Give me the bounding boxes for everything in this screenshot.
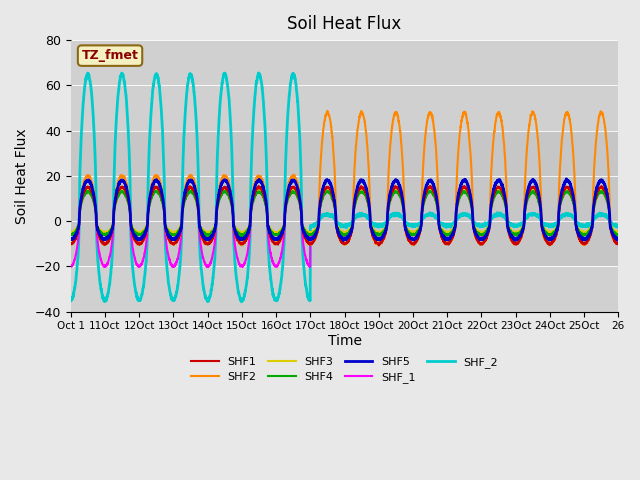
SHF_1 xyxy=(204,264,211,270)
Legend: SHF1, SHF2, SHF3, SHF4, SHF5, SHF_1, SHF_2: SHF1, SHF2, SHF3, SHF4, SHF5, SHF_1, SHF… xyxy=(186,352,502,387)
SHF1 xyxy=(415,233,422,239)
SHF3 xyxy=(609,226,616,231)
SHF3 xyxy=(499,190,506,196)
SHF1 xyxy=(375,242,383,248)
SHF2 xyxy=(614,240,622,246)
SHF3 xyxy=(415,225,423,231)
Bar xyxy=(70,131,618,266)
SHF2 xyxy=(238,243,246,249)
SHF2 xyxy=(499,122,506,128)
SHF4 xyxy=(499,192,506,198)
SHF2 xyxy=(179,202,187,207)
SHF_2 xyxy=(531,211,539,217)
Line: SHF_1: SHF_1 xyxy=(70,180,618,267)
SHF3 xyxy=(67,230,74,236)
SHF_2 xyxy=(179,164,187,169)
SHF4 xyxy=(460,188,468,194)
SHF1 xyxy=(67,241,74,247)
SHF5 xyxy=(609,231,616,237)
SHF3 xyxy=(179,205,187,211)
SHF_1 xyxy=(179,202,187,208)
SHF_1 xyxy=(499,182,506,188)
SHF4 xyxy=(609,227,616,232)
SHF_2 xyxy=(609,222,616,228)
SHF_1 xyxy=(614,231,622,237)
SHF_2 xyxy=(255,70,262,76)
SHF1 xyxy=(614,241,622,247)
SHF1 xyxy=(609,233,616,239)
SHF_2 xyxy=(237,299,245,305)
SHF4 xyxy=(67,232,74,238)
SHF4 xyxy=(179,207,187,213)
SHF5 xyxy=(415,230,422,236)
SHF3 xyxy=(531,188,539,194)
SHF2 xyxy=(463,118,471,124)
SHF_1 xyxy=(83,177,91,182)
SHF_1 xyxy=(609,227,616,232)
Title: Soil Heat Flux: Soil Heat Flux xyxy=(287,15,402,33)
SHF_1 xyxy=(531,180,539,185)
SHF3 xyxy=(614,229,622,235)
Line: SHF_2: SHF_2 xyxy=(70,73,618,302)
SHF5 xyxy=(463,180,471,186)
SHF1 xyxy=(463,187,471,192)
SHF5 xyxy=(339,237,347,243)
SHF5 xyxy=(67,236,74,242)
SHF2 xyxy=(531,115,539,120)
SHF3 xyxy=(68,231,76,237)
SHF4 xyxy=(237,233,245,239)
SHF4 xyxy=(463,191,471,197)
SHF3 xyxy=(463,189,471,194)
SHF_2 xyxy=(614,224,622,230)
SHF4 xyxy=(614,232,622,238)
SHF1 xyxy=(179,206,187,212)
SHF_2 xyxy=(463,211,471,217)
SHF1 xyxy=(426,183,434,189)
SHF2 xyxy=(323,108,331,114)
SHF2 xyxy=(67,240,74,246)
SHF_2 xyxy=(499,213,506,218)
SHF5 xyxy=(563,176,570,182)
X-axis label: Time: Time xyxy=(328,334,362,348)
SHF_2 xyxy=(415,221,423,227)
SHF1 xyxy=(499,188,506,193)
SHF1 xyxy=(531,185,539,191)
Line: SHF1: SHF1 xyxy=(70,186,618,245)
SHF5 xyxy=(531,179,539,184)
SHF5 xyxy=(179,203,187,209)
Line: SHF4: SHF4 xyxy=(70,191,618,236)
SHF_1 xyxy=(67,263,74,269)
SHF_1 xyxy=(415,227,423,232)
Line: SHF3: SHF3 xyxy=(70,189,618,234)
SHF2 xyxy=(609,233,616,239)
SHF4 xyxy=(531,190,539,195)
SHF5 xyxy=(614,236,622,242)
SHF3 xyxy=(255,186,262,192)
SHF_1 xyxy=(463,180,471,186)
SHF2 xyxy=(415,234,423,240)
Line: SHF5: SHF5 xyxy=(70,179,618,240)
Line: SHF2: SHF2 xyxy=(70,111,618,246)
SHF5 xyxy=(498,182,506,188)
SHF4 xyxy=(415,228,422,233)
Text: TZ_fmet: TZ_fmet xyxy=(82,49,138,62)
SHF_2 xyxy=(67,298,74,303)
Y-axis label: Soil Heat Flux: Soil Heat Flux xyxy=(15,128,29,224)
